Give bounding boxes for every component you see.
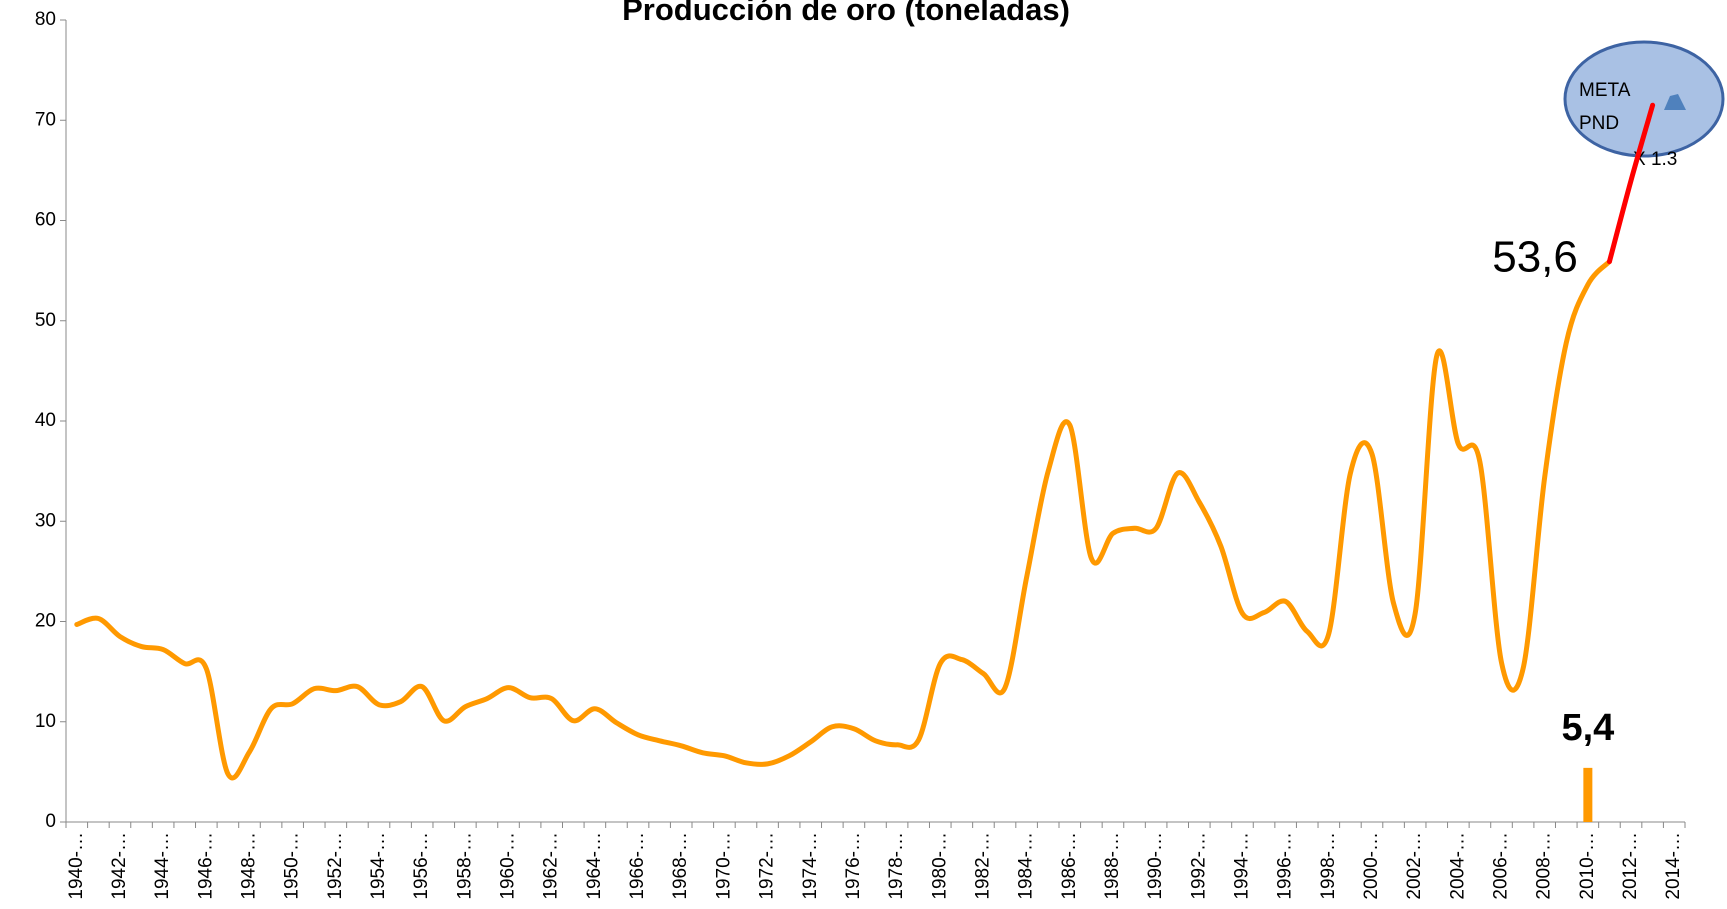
- x-tick-label: 2010-…: [1577, 832, 1598, 900]
- x-tick-label: 1976-…: [843, 832, 864, 900]
- line: [1606, 102, 1656, 265]
- annotation: META: [1579, 80, 1631, 101]
- x-tick-label: 1990-…: [1145, 832, 1166, 900]
- annotation: PND: [1579, 113, 1619, 134]
- x-tick-label: 2000-…: [1361, 832, 1382, 900]
- x-tick-label: 1972-…: [757, 832, 778, 900]
- x-tick-label: 1962-…: [541, 832, 562, 900]
- x-tick-label: 1984-…: [1016, 832, 1037, 900]
- x-tick-label: 1970-…: [713, 832, 734, 900]
- goal-ellipse: [1563, 40, 1725, 158]
- x-tick-label: 2014-…: [1663, 832, 1684, 900]
- y-tick-label: 40: [35, 410, 56, 431]
- x-tick-label: 1994-…: [1231, 832, 1252, 900]
- x-tick-label: 1966-…: [627, 832, 648, 900]
- x-tick-label: 1958-…: [454, 832, 475, 900]
- x-tick-label: 1960-…: [498, 832, 519, 900]
- y-tick-label: 70: [35, 109, 56, 130]
- x-tick-label: 1956-…: [411, 832, 432, 900]
- goal-marker: [1664, 94, 1686, 110]
- y-tick-label: 30: [35, 510, 56, 531]
- x-tick-label: 1998-…: [1318, 832, 1339, 900]
- bar: [1583, 767, 1593, 822]
- y-tick-label: 0: [45, 811, 56, 832]
- x-tick-label: 1974-…: [800, 832, 821, 900]
- x-tick-label: 1982-…: [972, 832, 993, 900]
- y-tick-label: 20: [35, 611, 56, 632]
- x-tick-label: 2006-…: [1491, 832, 1512, 900]
- y-tick-label: 60: [35, 210, 56, 231]
- x-tick-label: 1996-…: [1275, 832, 1296, 900]
- x-tick-label: 2012-…: [1620, 832, 1641, 900]
- x-tick-label: 1944-…: [152, 832, 173, 900]
- x-tick-label: 1940-…: [66, 832, 87, 900]
- x-tick-label: 1946-…: [195, 832, 216, 900]
- data-label: 5,4: [1561, 707, 1614, 749]
- y-tick-label: 10: [35, 711, 56, 732]
- y-tick-label: 50: [35, 310, 56, 331]
- line: [74, 259, 1612, 781]
- x-tick-label: 1968-…: [670, 832, 691, 900]
- data-label: 53,6: [1492, 232, 1578, 281]
- chart-title: Producción de oro (toneladas): [622, 0, 1070, 27]
- x-tick-label: 1978-…: [886, 832, 907, 900]
- x-tick-label: 2002-…: [1404, 832, 1425, 900]
- annotation: X 1.3: [1633, 149, 1677, 170]
- x-tick-label: 1986-…: [1059, 832, 1080, 900]
- x-tick-label: 1980-…: [929, 832, 950, 900]
- x-tick-label: 1988-…: [1102, 832, 1123, 900]
- x-tick-label: 2004-…: [1447, 832, 1468, 900]
- x-tick-label: 1954-…: [368, 832, 389, 900]
- x-tick-label: 1948-…: [239, 832, 260, 900]
- x-tick-label: 2008-…: [1534, 832, 1555, 900]
- x-tick-label: 1952-…: [325, 832, 346, 900]
- x-tick-label: 1950-…: [282, 832, 303, 900]
- x-tick-label: 1992-…: [1188, 832, 1209, 900]
- y-tick-label: 80: [35, 9, 56, 30]
- x-tick-label: 1942-…: [109, 832, 130, 900]
- x-tick-label: 1964-…: [584, 832, 605, 900]
